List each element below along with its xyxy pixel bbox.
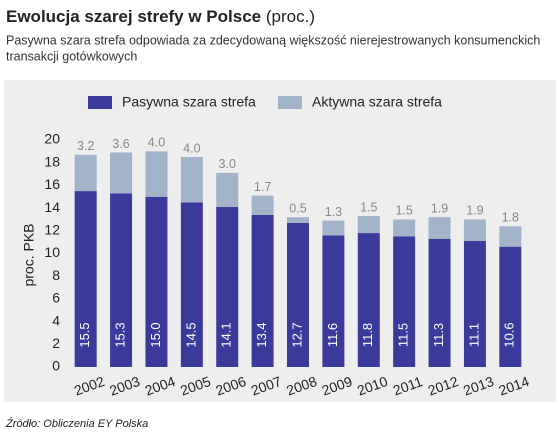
value-label: 15.5: [77, 322, 92, 347]
y-axis-label: proc. PKB: [21, 223, 37, 286]
value-label: 15.3: [113, 322, 128, 347]
bar-segment: [287, 217, 309, 223]
bar-segment: [428, 238, 451, 367]
y-tick-label: 18: [44, 153, 60, 169]
title-main: Ewolucja szarej strefy w Polsce: [6, 7, 261, 26]
y-tick-label: 8: [52, 267, 60, 283]
bar-segment: [180, 202, 203, 367]
bar-segment: [110, 152, 133, 194]
value-label: 4.0: [148, 136, 165, 150]
bar-segment: [251, 214, 274, 367]
value-label: 1.7: [254, 180, 271, 194]
bar-segment: [463, 241, 486, 367]
value-label: 1.5: [395, 204, 412, 218]
value-label: 3.0: [219, 157, 236, 171]
value-label: 1.9: [466, 204, 483, 218]
bar-segment: [216, 172, 239, 207]
legend-label: Pasywna szara strefa: [122, 94, 256, 110]
value-label: 13.4: [254, 322, 269, 347]
subtitle-line: Pasywna szara strefa odpowiada za zdecyd…: [6, 33, 540, 47]
bar-segment: [287, 222, 309, 367]
bar-segment: [322, 220, 345, 236]
y-tick-label: 0: [52, 358, 60, 374]
value-label: 4.0: [183, 141, 200, 155]
value-label: 15.0: [148, 322, 163, 347]
value-label: 11.6: [325, 323, 340, 347]
bar-segment: [251, 195, 274, 215]
subtitle-line: transakcji gotówkowych: [6, 49, 137, 63]
legend-swatch: [278, 96, 302, 109]
bar-segment: [357, 216, 380, 234]
value-label: 11.1: [466, 323, 481, 347]
y-tick-label: 14: [44, 199, 60, 215]
bar-segment: [499, 226, 522, 247]
bar-segment: [499, 246, 522, 367]
value-label: 10.6: [502, 322, 517, 347]
y-tick-label: 10: [44, 244, 60, 260]
legend-label: Aktywna szara strefa: [312, 94, 442, 110]
bar-segment: [74, 154, 97, 192]
value-label: 14.5: [183, 322, 198, 347]
y-tick-label: 16: [44, 176, 60, 192]
bar-segment: [145, 196, 168, 367]
value-label: 11.8: [360, 323, 375, 347]
y-tick-label: 2: [52, 335, 60, 351]
source: Źródło: Obliczenia EY Polska: [5, 417, 148, 430]
value-label: 1.3: [325, 205, 342, 219]
value-label: 12.7: [289, 322, 304, 347]
title-unit: (proc.): [266, 7, 315, 26]
y-tick-label: 6: [52, 290, 60, 306]
bar-segment: [74, 191, 97, 367]
value-label: 11.5: [396, 323, 411, 347]
y-tick-label: 4: [52, 312, 60, 328]
bar-segment: [110, 193, 133, 367]
value-label: 11.3: [431, 323, 446, 347]
y-tick-label: 12: [44, 222, 60, 238]
value-label: 0.5: [289, 201, 306, 215]
y-tick-label: 20: [44, 131, 60, 147]
bar-segment: [216, 206, 239, 367]
legend-swatch: [88, 96, 112, 109]
bar-segment: [357, 233, 380, 367]
bar-segment: [393, 219, 416, 237]
value-label: 3.2: [77, 139, 94, 153]
bar-segment: [180, 157, 203, 203]
value-label: 3.6: [112, 137, 129, 151]
value-label: 1.9: [431, 201, 448, 215]
bar-segment: [428, 217, 451, 239]
value-label: 14.1: [219, 322, 234, 347]
bar-segment: [463, 219, 486, 242]
bar-segment: [145, 151, 168, 197]
bar-segment: [322, 235, 345, 367]
chart-title: Ewolucja szarej strefy w Polsce (proc.): [6, 7, 315, 26]
value-label: 1.8: [502, 211, 519, 225]
value-label: 1.5: [360, 200, 377, 214]
bar-segment: [393, 236, 416, 367]
